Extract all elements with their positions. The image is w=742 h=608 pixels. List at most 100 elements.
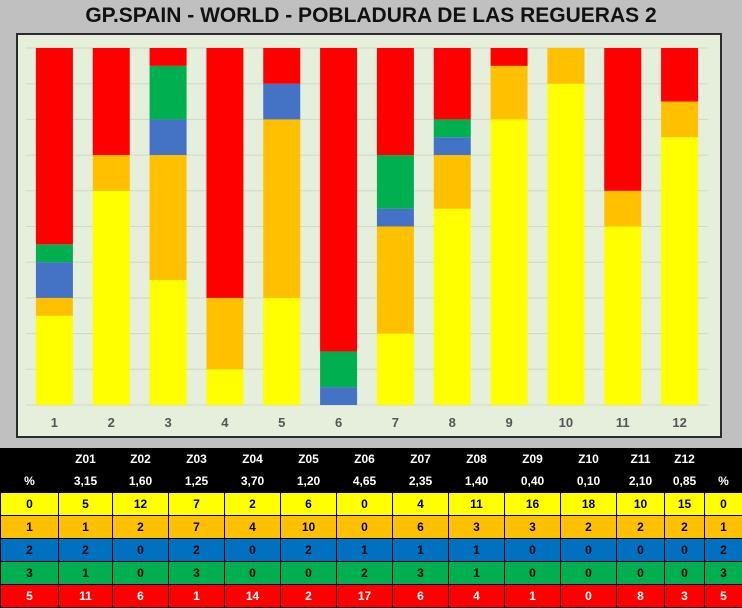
table-cell: 3 <box>393 562 449 585</box>
table-cell: 2 <box>665 516 705 539</box>
bar-segment-7-series-0 <box>377 334 414 405</box>
bar-segment-5-series-1 <box>263 119 300 298</box>
table-cell: 11 <box>449 493 505 516</box>
table-cell: 8 <box>617 585 665 608</box>
bar-segment-9-series-1 <box>491 66 528 120</box>
bar-segment-10-series-0 <box>547 84 584 405</box>
table-cell: 3,70 <box>225 470 281 493</box>
x-tick-label: 10 <box>559 415 573 430</box>
bar-segment-7-series-2 <box>377 209 414 227</box>
chart-title: GP.SPAIN - WORLD - POBLADURA DE LAS REGU… <box>0 4 742 28</box>
table-cell: 2 <box>169 539 225 562</box>
bar-segment-6-series-3 <box>320 351 357 387</box>
table-cell: 0 <box>337 516 393 539</box>
bar-segment-2-series-1 <box>93 155 130 191</box>
table-cell: 6 <box>281 493 337 516</box>
bar-segment-8-series-5 <box>434 48 471 119</box>
table-cell: 10 <box>617 493 665 516</box>
table-header-cell: Z05 <box>281 449 337 470</box>
bar-segment-3-series-3 <box>150 66 187 120</box>
bar-segment-2-series-0 <box>93 191 130 405</box>
bar-segment-8-series-1 <box>434 155 471 209</box>
table-cell: 0 <box>665 562 705 585</box>
x-tick-label: 7 <box>392 415 399 430</box>
x-tick-label: 9 <box>505 415 512 430</box>
bar-segment-8-series-3 <box>434 119 471 137</box>
x-tick-label: 11 <box>616 415 630 430</box>
table-cell: 6 <box>393 516 449 539</box>
bar-segment-5-series-2 <box>263 84 300 120</box>
bar-segment-12-series-0 <box>661 137 698 405</box>
bar-segment-11-series-1 <box>604 191 641 227</box>
bar-segment-9-series-5 <box>491 48 528 66</box>
bar-segment-11-series-5 <box>604 48 641 191</box>
table-cell: 1 <box>449 539 505 562</box>
table-cell: % <box>1 470 59 493</box>
table-cell: 5 <box>59 493 113 516</box>
table-cell: 1 <box>449 562 505 585</box>
table-cell: 2 <box>561 516 617 539</box>
table-cell: 10 <box>281 516 337 539</box>
table-cell: 5 <box>1 585 59 608</box>
table-cell: 0,40 <box>505 470 561 493</box>
table-header-cell: Z11 <box>617 449 665 470</box>
table-cell: 6 <box>393 585 449 608</box>
x-tick-label: 12 <box>672 415 686 430</box>
bar-segment-12-series-1 <box>661 102 698 138</box>
bar-segment-3-series-2 <box>150 119 187 155</box>
table-cell: 4 <box>393 493 449 516</box>
table-cell: 7 <box>169 516 225 539</box>
table-cell: 3,15 <box>59 470 113 493</box>
table-cell: 0 <box>505 539 561 562</box>
bar-segment-3-series-1 <box>150 155 187 280</box>
table-cell: 2,10 <box>617 470 665 493</box>
bar-segment-6-series-5 <box>320 48 357 351</box>
table-cell: 4,65 <box>337 470 393 493</box>
x-tick-label: 5 <box>278 415 285 430</box>
bar-segment-7-series-1 <box>377 227 414 334</box>
table-cell: 1 <box>337 539 393 562</box>
bar-segment-12-series-5 <box>661 48 698 102</box>
table-cell: 0 <box>281 562 337 585</box>
table-cell: 0 <box>225 562 281 585</box>
bar-segment-6-series-2 <box>320 387 357 405</box>
table-header-cell: Z06 <box>337 449 393 470</box>
table-cell: 0 <box>505 562 561 585</box>
table-cell: 1,40 <box>449 470 505 493</box>
table-cell: 18 <box>561 493 617 516</box>
table-cell: 1,25 <box>169 470 225 493</box>
table-cell: 5 <box>705 585 742 608</box>
table-cell: 2 <box>617 516 665 539</box>
bar-segment-1-series-2 <box>36 262 73 298</box>
table-cell: 14 <box>225 585 281 608</box>
table-header-cell <box>1 449 59 470</box>
table-cell: 0 <box>665 539 705 562</box>
table-cell: 0 <box>113 562 169 585</box>
table-cell: 1,60 <box>113 470 169 493</box>
table-header-cell: Z03 <box>169 449 225 470</box>
table-cell: 0 <box>705 493 742 516</box>
table-cell: 1 <box>59 516 113 539</box>
bar-segment-8-series-0 <box>434 209 471 405</box>
table-cell: 2 <box>113 516 169 539</box>
bar-segment-2-series-5 <box>93 48 130 155</box>
bar-segment-5-series-5 <box>263 48 300 84</box>
bar-segment-3-series-5 <box>150 48 187 66</box>
table-cell: 3 <box>665 585 705 608</box>
table-cell: 3 <box>505 516 561 539</box>
table-cell: 0 <box>561 539 617 562</box>
table-cell: 2,35 <box>393 470 449 493</box>
bar-segment-8-series-2 <box>434 137 471 155</box>
table-cell: 0 <box>561 585 617 608</box>
table-cell: 1 <box>705 516 742 539</box>
bar-segment-7-series-5 <box>377 48 414 155</box>
bar-segment-1-series-3 <box>36 244 73 262</box>
table-cell: 16 <box>505 493 561 516</box>
